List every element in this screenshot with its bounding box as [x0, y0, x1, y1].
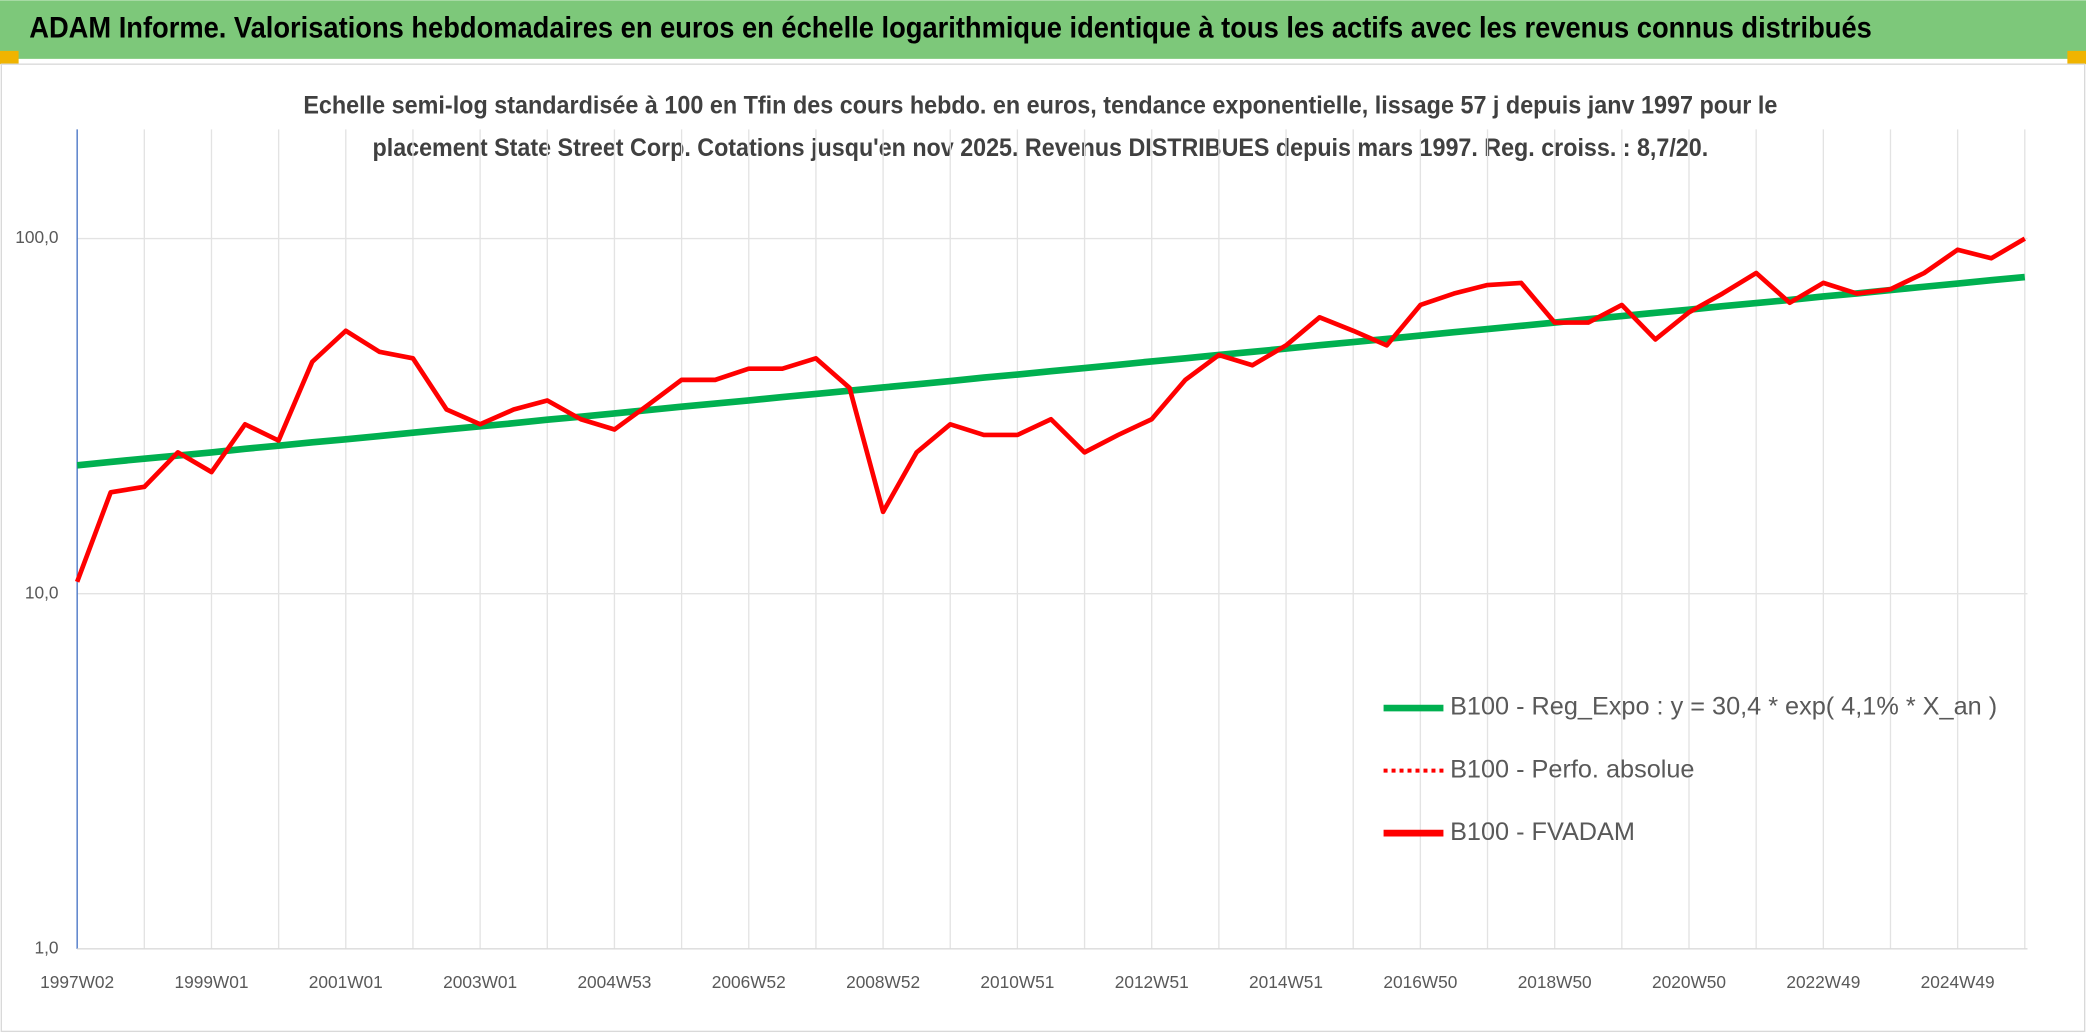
x-tick-label: 2008W52 — [846, 972, 920, 992]
x-tick-label: 2001W01 — [309, 972, 383, 992]
x-tick-label: 2003W01 — [443, 972, 517, 992]
chart-subtitle: Echelle semi-log standardisée à 100 en T… — [303, 91, 1777, 119]
page-title: ADAM Informe. Valorisations hebdomadaire… — [29, 12, 1872, 44]
series-line — [74, 236, 2026, 583]
x-tick-label: 2012W51 — [1115, 972, 1189, 992]
x-tick-label: 2004W53 — [577, 972, 651, 992]
legend-label: B100 - Reg_Expo : y = 30,4 * exp( 4,1% *… — [1450, 693, 1997, 721]
legend-label: B100 - FVADAM — [1450, 818, 1635, 846]
x-tick-label: 2016W50 — [1383, 972, 1457, 992]
frame — [0, 63, 2086, 1033]
header-bar — [0, 0, 2086, 59]
y-tick-label: 10,0 — [25, 582, 59, 602]
series-line — [76, 273, 2026, 469]
x-tick-label: 2006W52 — [712, 972, 786, 992]
y-tick-label: 100,0 — [15, 227, 58, 247]
x-tick-label: 2024W49 — [1921, 972, 1995, 992]
corner — [2067, 50, 2086, 65]
x-tick-label: 2020W50 — [1652, 972, 1726, 992]
x-tick-label: 1999W01 — [174, 972, 248, 992]
x-tick-label: 2010W51 — [980, 972, 1054, 992]
x-tick-label: 2018W50 — [1518, 972, 1592, 992]
chart-subtitle: placement State Street Corp. Cotations j… — [372, 134, 1708, 162]
legend-label: B100 - Perfo. absolue — [1450, 755, 1694, 783]
x-tick-label: 2014W51 — [1249, 972, 1323, 992]
x-tick-label: 2022W49 — [1786, 972, 1860, 992]
corner — [0, 50, 19, 65]
y-tick-label: 1,0 — [35, 937, 59, 957]
x-tick-label: 1997W02 — [40, 972, 114, 992]
